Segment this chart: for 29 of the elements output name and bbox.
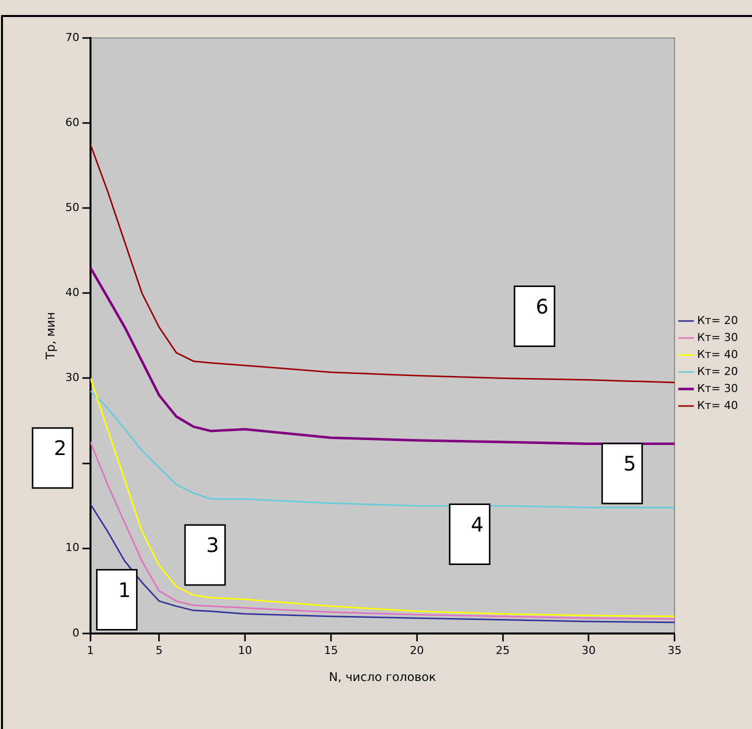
annotation: 1 [118, 578, 131, 602]
x-tick-label: 5 [156, 644, 163, 657]
x-tick-label: 1 [86, 644, 94, 657]
annotation: 3 [206, 533, 220, 558]
x-tick-label: 30 [582, 644, 596, 657]
y-tick-label: 50 [65, 200, 80, 214]
annotation: 6 [536, 294, 549, 318]
text: 2 [54, 436, 67, 460]
y-tick-label: 70 [65, 30, 80, 44]
legend-label: Кт= 40 [697, 398, 738, 412]
legend-label: Кт= 30 [697, 382, 738, 395]
y-axis-title: Тр, мин [43, 312, 58, 360]
legend-label: Кт= 20 [697, 364, 738, 378]
annotation: 5 [623, 452, 636, 476]
x-tick-label: 15 [324, 644, 338, 657]
legend-label: Кт= 30 [697, 330, 738, 344]
annotation: 4 [470, 512, 484, 536]
x-tick-label: 10 [238, 644, 252, 657]
x-axis-title: N, число головок [328, 670, 436, 684]
legend-label: Кт= 40 [697, 348, 738, 361]
y-tick-label: 60 [65, 116, 80, 129]
legend-label: Кт= 20 [697, 314, 738, 327]
y-tick-label: 40 [65, 286, 80, 300]
y-tick-label: 10 [65, 541, 80, 554]
x-tick-label: 35 [668, 644, 682, 657]
y-tick-label: 0 [72, 626, 80, 640]
y-tick-label: 30 [65, 371, 80, 384]
x-tick-label: 25 [496, 644, 510, 657]
x-tick-label: 20 [410, 644, 424, 657]
